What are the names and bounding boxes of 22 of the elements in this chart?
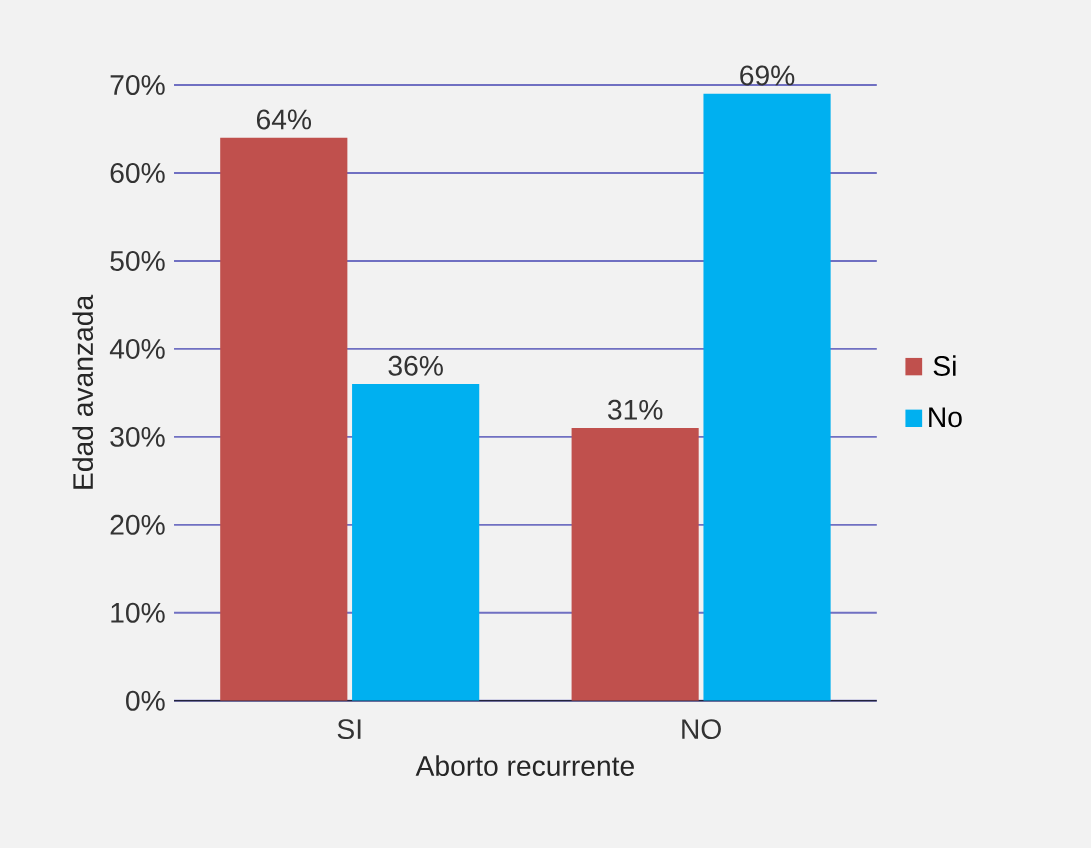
y-tick-label: 10% [111,602,165,623]
legend-label: No [929,407,962,428]
y-tick-label: 40% [109,338,165,359]
y-tick-label: 0% [126,690,165,711]
bar [571,428,699,701]
y-tick-label: 30% [110,426,165,447]
bar [703,93,831,701]
data-label: 64% [256,109,312,130]
y-tick-label: 20% [110,514,165,535]
x-tick-label: NO [682,719,721,740]
x-axis-title: Aborto recurrente [415,755,634,776]
y-axis-title: Edad avanzada [72,294,94,489]
y-tick-label: 50% [110,250,165,271]
data-label: 36% [388,355,443,376]
x-tick-label: SI [337,719,361,740]
data-label: 31% [608,399,663,420]
y-tick-label: 60% [110,162,165,183]
legend-label: Si [933,355,956,377]
y-tick-label: 70% [110,75,165,95]
bar [220,137,348,701]
data-label: 69% [740,65,795,86]
bar [352,384,480,701]
